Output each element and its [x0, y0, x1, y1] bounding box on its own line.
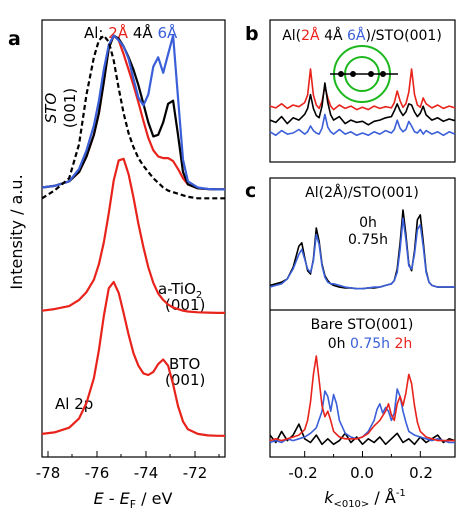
- panel-c-xlabel-sub: <010>: [333, 499, 369, 510]
- panel-b-series-2: [269, 68, 456, 111]
- panel-c-top-series-group: [269, 209, 455, 290]
- panel-a-bto-label: BTO: [169, 355, 200, 373]
- panel-c-xlabel-sup: -1: [396, 488, 406, 499]
- panel-b-series-4: [269, 82, 456, 126]
- panel-a-bto-face-label: (001): [165, 371, 205, 389]
- panel-a-legend-4A: 4Å: [133, 23, 154, 42]
- panel-c-xtick-label: -0.2: [288, 464, 317, 482]
- panel-c-xlabel-unit: / Å: [369, 488, 396, 507]
- panel-c-top-series-0-75h: [269, 217, 455, 290]
- panel-a-series-sto-001: [41, 34, 225, 200]
- panel-a-atio2-label: a-TiO2: [158, 280, 202, 301]
- panel-c-top-legend-0h: 0h: [359, 215, 377, 231]
- fermi-crossing-point: [368, 71, 374, 77]
- panel-a-series-6: [41, 34, 225, 191]
- panel-a-xtick-label: -78: [36, 464, 61, 482]
- panel-c-bottom-title: Bare STO(001): [311, 317, 414, 333]
- panel-c-top-legend-075h: 0.75h: [348, 232, 388, 248]
- panel-a-atio2-main: a-TiO: [158, 280, 196, 298]
- panel-b-series-group: [269, 68, 456, 137]
- panel-b-letter: b: [245, 23, 259, 45]
- fermi-crossing-point: [338, 71, 344, 77]
- panel-a-legend: Al: 2Å 4Å 6Å: [84, 23, 178, 42]
- panel-b-title: Al(2Å 4Å 6Å)/STO(001): [282, 27, 442, 44]
- panel-a-xtick-label: -74: [134, 464, 159, 482]
- panel-b-title-6A: 6Å: [347, 27, 366, 44]
- panel-b-fermi-surface-inset: [330, 45, 398, 103]
- panel-b-title-4A: 4Å: [324, 27, 343, 44]
- panel-a-series-4: [41, 34, 225, 191]
- panel-b-title-suffix: )/STO(001): [366, 28, 442, 44]
- panel-a-letter: a: [8, 28, 21, 50]
- panel-c-bottom-legend: 0h 0.75h 2h: [328, 336, 413, 352]
- panel-c-bottom-legend-075h: 0.75h: [350, 336, 390, 352]
- panel-a-sto-face-label: (001): [61, 88, 79, 128]
- panel-a-xticks: [47, 451, 220, 457]
- panel-a-legend-6A: 6Å: [157, 23, 178, 42]
- panel-a-atio2-face-label: (001): [165, 296, 205, 314]
- panel-a-xtick-label: -72: [183, 464, 208, 482]
- panel-a-series-bto-001: [41, 280, 225, 437]
- panel-a-xtick-label: -76: [85, 464, 110, 482]
- panel-a-xlabel-main: E - E: [94, 489, 131, 508]
- panel-c-xtick-label: 0.0: [350, 464, 374, 482]
- panel-c-xlabel-main: k: [324, 488, 334, 507]
- panel-c-xlabel: k<010> / Å-1: [324, 488, 406, 510]
- panel-a-xlabel-sub: F: [130, 498, 136, 511]
- fermi-crossing-point: [380, 71, 386, 77]
- panel-a-atio2-sub: 2: [196, 290, 202, 301]
- panel-b-title-prefix: Al(: [282, 28, 301, 44]
- panel-a-ylabel: Intensity / a.u.: [7, 174, 26, 289]
- panel-a-frame: [41, 19, 226, 458]
- panel-c-bottom-legend-0h: 0h: [328, 336, 346, 352]
- panel-c-xticks: [304, 451, 421, 457]
- panel-a-sto-label: STO: [42, 93, 60, 124]
- panel-c-bottom-series-2h: [269, 355, 455, 442]
- panel-b-title-2A: 2Å: [301, 27, 320, 44]
- panel-a-series-a-tio2-001: [41, 157, 225, 314]
- panel-a-xlabel-unit: / eV: [136, 489, 172, 508]
- panel-c-bottom-legend-2h: 2h: [394, 336, 412, 352]
- panel-a-legend-prefix: Al:: [84, 24, 108, 42]
- panel-c-bottom-series-0-75h: [269, 388, 455, 444]
- panel-c-bottom-series-0h: [269, 423, 456, 446]
- panel-c-xtick-label: 0.2: [409, 464, 433, 482]
- panel-c-letter: c: [245, 180, 256, 202]
- panel-c-bottom-series-group: [269, 355, 456, 446]
- panel-c-top-title: Al(2Å)/STO(001): [305, 184, 419, 201]
- panel-b-series-6: [269, 113, 456, 137]
- panel-a-xlabel: E - EF / eV: [94, 489, 173, 511]
- panel-b-frame: [269, 19, 456, 163]
- fermi-crossing-point: [350, 71, 356, 77]
- panel-a-series-group: [41, 34, 225, 437]
